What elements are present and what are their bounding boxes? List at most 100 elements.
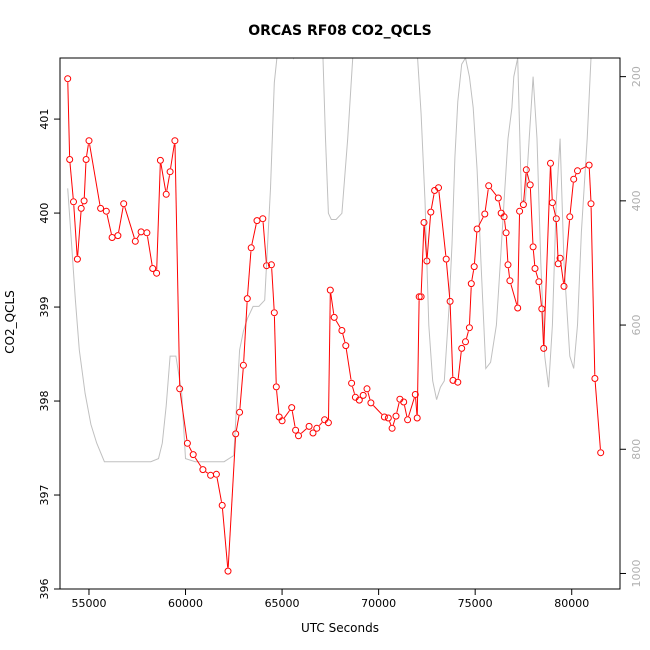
co2-point (189, 451, 197, 459)
co2-line-segment (478, 216, 484, 227)
co2-point (267, 261, 275, 269)
co2-line-segment (216, 477, 222, 502)
x-tick-label: 80000 (554, 597, 589, 610)
co2-point (552, 215, 560, 223)
x-tick-label: 55000 (71, 597, 106, 610)
co2-line-segment (471, 270, 475, 281)
co2-point (502, 229, 510, 237)
co2-line-segment (507, 268, 510, 278)
co2-line-segment (352, 386, 355, 394)
co2-point (458, 344, 466, 352)
y-tick-label: 400 (38, 203, 51, 224)
y2-tick-label: 200 (630, 66, 643, 87)
co2-line-segment (147, 236, 153, 266)
co2-point (292, 426, 300, 434)
co2-point (97, 204, 105, 212)
co2-point (363, 385, 371, 393)
co2-line-segment (408, 397, 415, 417)
co2-point (171, 137, 179, 145)
co2-line-segment (247, 251, 252, 296)
co2-point (305, 422, 313, 430)
co2-point (239, 361, 247, 369)
co2-line-segment (188, 446, 193, 452)
co2-point (270, 309, 278, 317)
co2-line-segment (136, 234, 140, 239)
co2-line-segment (205, 471, 208, 474)
co2-line-segment (498, 201, 502, 210)
co2-point (143, 229, 151, 237)
x-tick-label: 65000 (265, 597, 300, 610)
co2-point (207, 471, 215, 479)
co2-point (411, 391, 419, 398)
co2-point (66, 156, 74, 163)
co2-point (538, 305, 546, 313)
co2-line-segment (526, 173, 530, 182)
co2-line-segment (160, 163, 167, 191)
co2-point (64, 75, 72, 83)
co2-point (288, 404, 296, 412)
co2-line-segment (174, 144, 181, 386)
co2-point (485, 182, 493, 190)
co2-point (481, 210, 489, 218)
co2-point (85, 137, 93, 145)
co2-line-segment (438, 191, 447, 256)
co2-point (326, 286, 334, 294)
co2-line-segment (420, 226, 425, 294)
co2-point (494, 194, 502, 202)
co2-point (183, 439, 191, 447)
co2-point (338, 327, 346, 334)
co2-point (272, 383, 280, 391)
co2-point (73, 255, 81, 263)
co2-point (516, 207, 524, 215)
co2-line-segment (469, 287, 472, 325)
x-axis-label: UTC Seconds (301, 621, 379, 635)
co2-point (156, 156, 164, 164)
co2-line-segment (345, 349, 352, 380)
co2-point (278, 417, 286, 425)
co2-point (404, 416, 412, 424)
co2-line-segment (396, 402, 400, 413)
co2-line-segment (291, 411, 296, 427)
co2-line-segment (415, 397, 418, 415)
co2-point (176, 385, 184, 393)
co2-point (529, 243, 537, 251)
co2-point (380, 413, 388, 421)
y-tick-label: 401 (38, 109, 51, 130)
co2-line-segment (106, 214, 112, 235)
co2-point (162, 190, 170, 198)
co2-line-segment (273, 316, 277, 384)
co2-line-segment (490, 188, 497, 196)
co2-line-segment (118, 207, 124, 233)
co2-point (413, 414, 421, 422)
co2-point (522, 166, 530, 174)
co2-point (82, 156, 90, 163)
co2-line-segment (404, 405, 408, 417)
co2-point (519, 201, 527, 209)
co2-line-segment (330, 293, 335, 314)
x-tick-label: 60000 (168, 597, 203, 610)
co2-point (166, 168, 174, 176)
co2-line-segment (373, 405, 383, 415)
co2-point (400, 398, 408, 406)
co2-point (473, 225, 481, 233)
co2-point (540, 344, 548, 352)
co2-point (367, 399, 375, 407)
co2-point (149, 265, 157, 272)
y-tick-label: 397 (38, 485, 51, 506)
co2-point (212, 470, 220, 478)
co2-line-segment (569, 182, 574, 214)
co2-line-segment (342, 333, 346, 343)
chart-title: ORCAS RF08 CO2_QCLS (248, 23, 432, 39)
co2-line-segment (543, 166, 551, 345)
co2-point (114, 232, 122, 240)
co2-line-segment (328, 293, 331, 420)
co2-line-segment (69, 163, 74, 199)
co2-point (153, 269, 161, 277)
co2-line-segment (594, 382, 601, 450)
co2-line-segment (574, 173, 577, 177)
co2-point (435, 184, 442, 192)
co2-point (535, 278, 543, 286)
co2-line-segment (318, 422, 323, 426)
co2-line-segment (170, 144, 175, 169)
co2-point (417, 293, 425, 301)
